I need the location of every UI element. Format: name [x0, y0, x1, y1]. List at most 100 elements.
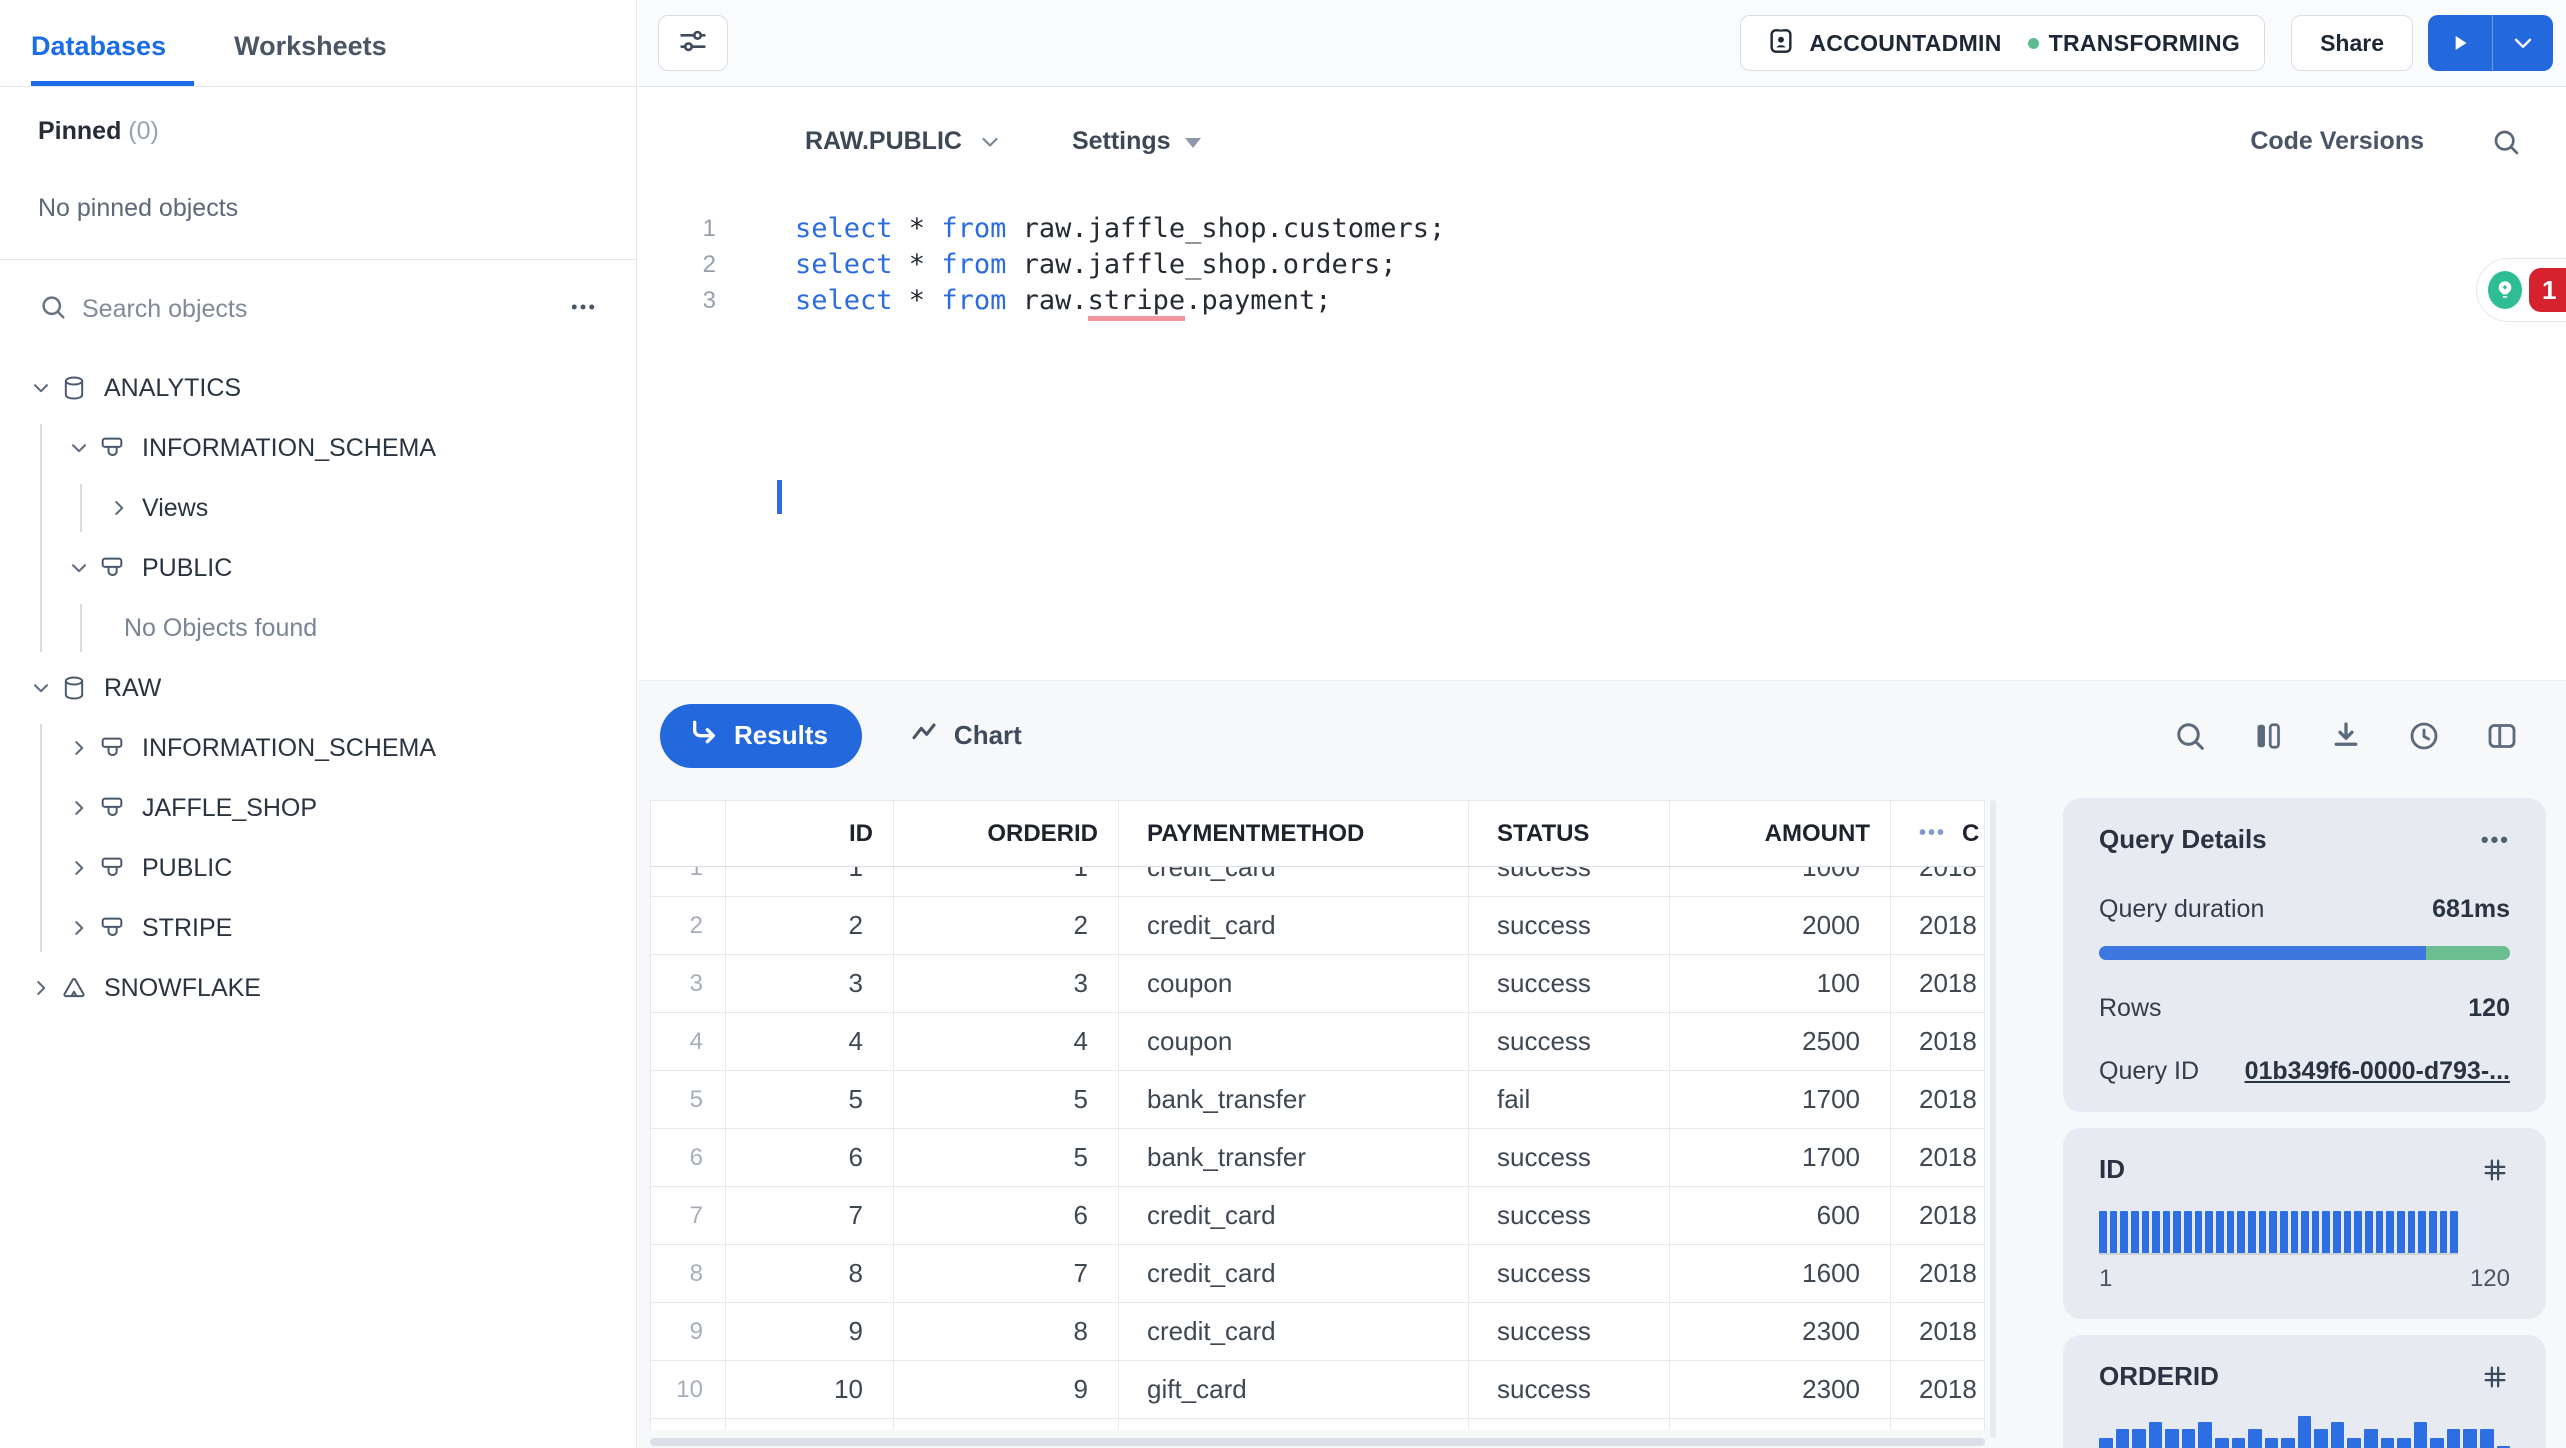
table-vertical-scrollbar[interactable] — [1990, 800, 1996, 1438]
chevron-down-icon[interactable] — [30, 377, 60, 399]
tree-item-label: PUBLIC — [142, 853, 233, 882]
column-header-label: AMOUNT — [1764, 819, 1870, 847]
column-header-paymentmethod[interactable]: PAYMENTMETHOD — [1119, 801, 1469, 866]
search-icon[interactable] — [2172, 718, 2208, 754]
tree-item-analytics[interactable]: ANALYTICS — [0, 358, 636, 418]
chevron-down-icon[interactable] — [30, 677, 60, 699]
cell-paymentmethod: coupon — [1119, 955, 1469, 1012]
copilot-suggestion-pill[interactable]: 1 — [2476, 258, 2566, 322]
cell-orderid: 9 — [894, 1361, 1119, 1418]
query-details-title: Query Details — [2099, 824, 2267, 854]
column-header-amount[interactable]: AMOUNT — [1670, 801, 1891, 866]
columns-icon[interactable] — [2250, 718, 2286, 754]
query-id-link[interactable]: 01b349f6-0000-d793-... — [2244, 1057, 2510, 1085]
code-text: select * from raw.stripe.payment; — [795, 283, 1332, 321]
table-row[interactable]: 7 7 6 credit_card success 600 2018 — [651, 1187, 1984, 1245]
tree-item-information-schema[interactable]: INFORMATION_SCHEMA — [0, 418, 636, 478]
cell-amount: 2300 — [1670, 1303, 1891, 1360]
histogram-bar — [2279, 1211, 2288, 1253]
tree-item-raw[interactable]: RAW — [0, 658, 636, 718]
histogram-bar — [2216, 1211, 2224, 1253]
line-number: 1 — [702, 215, 716, 242]
column-stats-card-orderid: ORDERID — [2063, 1335, 2546, 1448]
cell-id: 5 — [726, 1071, 894, 1128]
history-icon[interactable] — [2406, 718, 2442, 754]
cell-id: 6 — [726, 1129, 894, 1186]
chevron-right-icon[interactable] — [68, 737, 98, 759]
tree-item-snowflake[interactable]: SNOWFLAKE — [0, 958, 636, 1018]
histogram-id[interactable] — [2099, 1211, 2458, 1255]
chevron-right-icon[interactable] — [68, 857, 98, 879]
settings-dropdown[interactable]: Settings — [1072, 127, 1201, 156]
cell-rownum: 7 — [651, 1187, 726, 1244]
code-line-2[interactable]: 2 select * from raw.jaffle_shop.orders; — [638, 247, 2566, 283]
code-line-1[interactable]: 1 select * from raw.jaffle_shop.customers… — [638, 211, 2566, 247]
tree-item-label: PUBLIC — [142, 553, 233, 582]
tree-item-jaffle-shop[interactable]: JAFFLE_SHOP — [0, 778, 636, 838]
histogram-bar — [2343, 1211, 2352, 1253]
tab-worksheets[interactable]: Worksheets — [234, 31, 387, 61]
text-cursor — [777, 480, 782, 514]
table-row[interactable]: 6 6 5 bank_transfer success 1700 2018 — [651, 1129, 1984, 1187]
tree-item-public[interactable]: PUBLIC — [0, 538, 636, 598]
table-row[interactable]: 2 2 2 credit_card success 2000 2018 — [651, 897, 1984, 955]
chevron-down-icon[interactable] — [68, 557, 98, 579]
table-row[interactable]: 8 8 7 credit_card success 1600 2018 — [651, 1245, 1984, 1303]
tree-item-views[interactable]: Views — [0, 478, 636, 538]
column-menu-icon[interactable]: ••• — [1919, 822, 1947, 844]
chevron-right-icon[interactable] — [108, 497, 138, 519]
tree-item-label: RAW — [104, 673, 162, 702]
search-icon — [38, 292, 68, 327]
share-button[interactable]: Share — [2291, 15, 2413, 71]
run-button[interactable] — [2428, 15, 2492, 71]
histogram-bar — [2248, 1429, 2262, 1448]
histogram-bar — [2269, 1211, 2277, 1253]
column-header-orderid[interactable]: ORDERID — [894, 801, 1119, 866]
histogram-orderid[interactable] — [2099, 1416, 2511, 1448]
tree-item-information-schema[interactable]: INFORMATION_SCHEMA — [0, 718, 636, 778]
table-row[interactable]: 3 3 3 coupon success 100 2018 — [651, 955, 1984, 1013]
column-header-created[interactable]: ••• C — [1891, 801, 1984, 866]
column-header-id[interactable]: ID — [726, 801, 894, 866]
table-row[interactable]: 4 4 4 coupon success 2500 2018 — [651, 1013, 1984, 1071]
table-row[interactable]: 9 9 8 credit_card success 2300 2018 — [651, 1303, 1984, 1361]
table-row[interactable] — [651, 1419, 1984, 1430]
cell-orderid: 8 — [894, 1303, 1119, 1360]
chevron-down-icon[interactable] — [68, 437, 98, 459]
tree-item-label: ANALYTICS — [104, 373, 242, 402]
chevron-right-icon[interactable] — [68, 917, 98, 939]
tree-guide-line — [80, 604, 82, 652]
role-warehouse-selector[interactable]: ACCOUNTADMIN TRANSFORMING — [1740, 15, 2266, 71]
table-row[interactable]: 5 5 5 bank_transfer fail 1700 2018 — [651, 1071, 1984, 1129]
editor-search-icon[interactable] — [2490, 126, 2522, 158]
code-line-3[interactable]: 3 select * from raw.stripe.payment; — [638, 283, 2566, 321]
download-icon[interactable] — [2328, 718, 2364, 754]
database-context-selector[interactable]: RAW.PUBLIC — [805, 127, 1002, 156]
tree-item-public[interactable]: PUBLIC — [0, 838, 636, 898]
cell-status: success — [1469, 1129, 1670, 1186]
run-options-dropdown[interactable] — [2493, 15, 2553, 71]
ellipsis-icon[interactable] — [568, 292, 598, 327]
split-view-icon[interactable] — [2484, 718, 2520, 754]
ellipsis-icon[interactable]: ••• — [2480, 826, 2510, 852]
sql-editor[interactable]: 1 select * from raw.jaffle_shop.customers… — [638, 195, 2566, 680]
histogram-bar — [2364, 1429, 2378, 1448]
tab-results[interactable]: Results — [660, 703, 862, 768]
column-header-label: STATUS — [1497, 819, 1590, 847]
histogram-bar — [2333, 1211, 2341, 1253]
table-horizontal-scrollbar[interactable] — [650, 1438, 1985, 1446]
chevron-right-icon[interactable] — [30, 977, 60, 999]
caret-down-icon — [1184, 138, 1201, 148]
tree-item-stripe[interactable]: STRIPE — [0, 898, 636, 958]
trend-line-icon — [908, 717, 940, 754]
table-row[interactable]: 10 10 9 gift_card success 2300 2018 — [651, 1361, 1984, 1419]
column-header-status[interactable]: STATUS — [1469, 801, 1670, 866]
code-versions-button[interactable]: Code Versions — [2250, 127, 2424, 155]
histogram-bar — [2152, 1211, 2160, 1253]
column-header-rownum[interactable] — [651, 801, 726, 866]
chevron-right-icon[interactable] — [68, 797, 98, 819]
tab-chart[interactable]: Chart — [908, 717, 1022, 754]
tab-databases[interactable]: Databases — [31, 31, 195, 86]
worksheet-filters-button[interactable] — [658, 15, 728, 71]
search-objects-input[interactable]: Search objects — [82, 294, 248, 323]
